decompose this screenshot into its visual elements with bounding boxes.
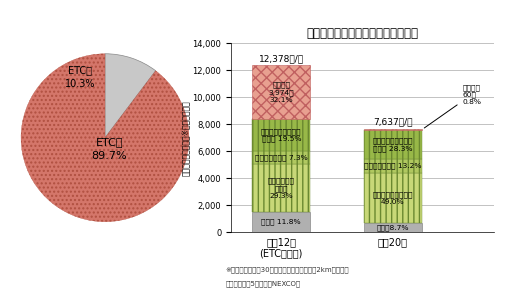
Bar: [252, 119, 310, 151]
Text: ETC有: ETC有: [96, 137, 123, 147]
Text: 料金所部
3,974回
32.1%: 料金所部 3,974回 32.1%: [268, 81, 294, 103]
Bar: [252, 164, 310, 212]
Bar: [364, 159, 422, 173]
Text: インターチェンジ等
合流部 19.5%: インターチェンジ等 合流部 19.5%: [261, 128, 301, 142]
Text: 料金所部
60回
0.8%: 料金所部 60回 0.8%: [424, 84, 481, 128]
Text: インターチェンジ等
合流部 28.3%: インターチェンジ等 合流部 28.3%: [373, 137, 413, 152]
Bar: [364, 173, 422, 223]
Wedge shape: [105, 54, 155, 138]
Bar: [364, 130, 422, 159]
Text: 上り坂および
サグ部
29.3%: 上り坂および サグ部 29.3%: [268, 177, 295, 199]
Text: トンネル入口部 13.2%: トンネル入口部 13.2%: [364, 163, 422, 169]
Bar: [252, 65, 310, 119]
Bar: [252, 151, 310, 164]
Text: 上り坂およびサグ部
49.0%: 上り坂およびサグ部 49.0%: [373, 191, 413, 205]
Text: ※年間渋滹回数が30回以上又は平均渋滹長が2km以上且つ: ※年間渋滹回数が30回以上又は平均渋滹長が2km以上且つ: [226, 266, 349, 273]
Text: 7,637回/年: 7,637回/年: [373, 118, 413, 127]
Bar: [364, 223, 422, 232]
Text: トンネル入口部 7.3%: トンネル入口部 7.3%: [255, 154, 308, 161]
Text: その他 11.8%: その他 11.8%: [261, 219, 301, 225]
Text: 12,378回/年: 12,378回/年: [259, 54, 304, 63]
Y-axis label: 年間渋滹ポイント（※）の渋滹回数: 年間渋滹ポイント（※）の渋滹回数: [181, 100, 190, 176]
Wedge shape: [21, 54, 189, 222]
Text: その他8.7%: その他8.7%: [377, 224, 409, 231]
Text: 89.7%: 89.7%: [91, 151, 127, 161]
Text: 渋滹回数が5回以上（NEXCO）: 渋滹回数が5回以上（NEXCO）: [226, 280, 301, 287]
Text: ETC無: ETC無: [68, 66, 92, 76]
Bar: [252, 212, 310, 232]
Bar: [364, 129, 422, 130]
Text: 10.3%: 10.3%: [65, 79, 95, 89]
Title: 《高速道路の渋滹発生状況の変化》: 《高速道路の渋滹発生状況の変化》: [306, 27, 418, 39]
